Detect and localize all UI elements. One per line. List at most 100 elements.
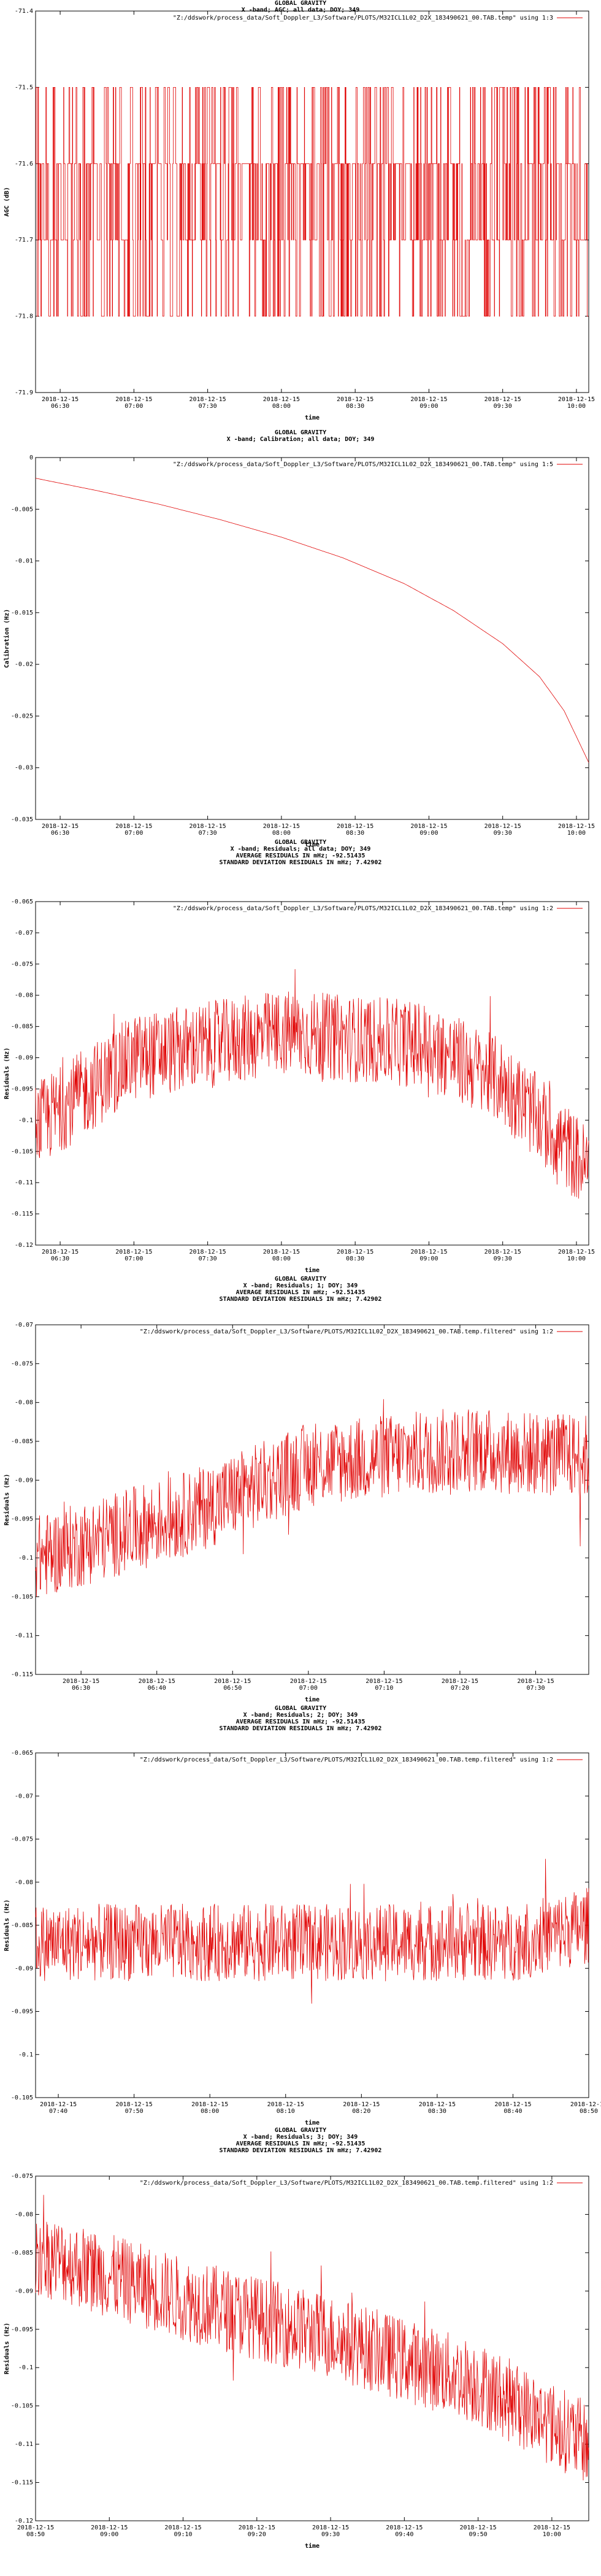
x-tick-label: 10:00 (567, 830, 586, 837)
chart-svg: -0.12 -0.115 -0.11 -0.105 -0.1 -0.095 -0.09 -0.… (3, 2173, 589, 2550)
y-tick-label: -0.1 (18, 1555, 33, 1562)
chart-subtitle: X -band; Residuals; 3; DOY; 349 (243, 2134, 358, 2141)
x-axis-label: time (305, 841, 320, 848)
x-tick-date-label: 2018-12-15 (17, 2524, 54, 2531)
y-tick-label: -0.1 (18, 1117, 33, 1124)
x-tick-date-label: 2018-12-15 (410, 1249, 447, 1255)
x-tick-label: 06:30 (72, 1685, 90, 1692)
x-axis-label: time (305, 2119, 320, 2126)
x-tick-label: 06:30 (51, 1255, 69, 1262)
x-tick-date-label: 2018-12-15 (115, 1249, 152, 1255)
y-axis-label: Residuals (Hz) (3, 1048, 10, 1099)
x-tick-date-label: 2018-12-15 (191, 2101, 228, 2108)
y-tick-label: -0.095 (11, 2326, 33, 2333)
x-tick-date-label: 2018-12-15 (40, 2101, 77, 2108)
x-tick-label: 09:30 (321, 2531, 340, 2538)
x-tick-label: 09:30 (494, 403, 512, 410)
x-tick-date-label: 2018-12-15 (558, 1249, 595, 1255)
y-tick-label: -71.9 (15, 389, 33, 396)
x-tick-label: 09:00 (419, 403, 438, 410)
chart-title: GLOBAL GRAVITY (274, 0, 327, 7)
y-tick-label: -0.075 (11, 961, 33, 968)
series-line (35, 1399, 589, 1597)
y-tick-label: -0.08 (15, 1879, 33, 1886)
y-tick-label: -0.07 (15, 1793, 33, 1800)
x-tick-date-label: 2018-12-15 (459, 2524, 496, 2531)
x-tick-date-label: 2018-12-15 (189, 823, 226, 830)
chart-title-block: GLOBAL GRAVITY X -band; Residuals; 1; DO… (0, 1276, 601, 1303)
y-tick-label: -0.075 (11, 1836, 33, 1843)
series-line (35, 478, 589, 763)
y-tick-label: -0.11 (15, 2441, 33, 2448)
y-tick-label: -0.1 (18, 2052, 33, 2058)
x-tick-date-label: 2018-12-15 (239, 2524, 275, 2531)
y-tick-label: -0.085 (11, 2250, 33, 2256)
x-tick-date-label: 2018-12-15 (312, 2524, 349, 2531)
chart-title: GLOBAL GRAVITY (274, 1705, 327, 1712)
chart-title: GLOBAL GRAVITY (274, 2127, 327, 2134)
y-tick-label: -0.08 (15, 1400, 33, 1406)
residuals-2-chart-panel: GLOBAL GRAVITY X -band; Residuals; 2; DO… (0, 1705, 601, 2141)
chart-title-block: GLOBAL GRAVITY X -band; Residuals; all d… (0, 839, 601, 866)
x-tick-label: 08:00 (272, 830, 291, 837)
x-tick-date-label: 2018-12-15 (189, 396, 226, 403)
plot-frame (35, 10, 589, 393)
series-line (35, 2195, 589, 2481)
chart-title: GLOBAL GRAVITY (274, 429, 327, 436)
agc-chart-panel: GLOBAL GRAVITY X -band; AGC; all data; D… (0, 0, 601, 435)
x-tick-label: 09:00 (419, 1255, 438, 1262)
legend-text: "Z:/ddswork/process_data/Soft_Doppler_L3… (173, 15, 553, 21)
x-tick-date-label: 2018-12-15 (214, 1678, 251, 1685)
x-tick-date-label: 2018-12-15 (139, 1678, 175, 1685)
legend-text: "Z:/ddswork/process_data/Soft_Doppler_L3… (173, 905, 553, 912)
x-tick-label: 09:30 (494, 830, 512, 837)
y-tick-label: -0.11 (15, 1179, 33, 1186)
x-tick-label: 08:40 (503, 2108, 522, 2115)
x-tick-label: 08:50 (580, 2108, 598, 2115)
chart-std-residuals: STANDARD DEVIATION RESIDUALS IN mHz; 7.4… (219, 2147, 382, 2154)
y-tick-label: -0.12 (15, 1242, 33, 1249)
chart-title-block: GLOBAL GRAVITY X -band; Calibration; all… (0, 429, 601, 443)
legend-text: "Z:/ddswork/process_data/Soft_Doppler_L3… (173, 461, 553, 468)
chart-std-residuals: STANDARD DEVIATION RESIDUALS IN mHz; 7.4… (219, 1296, 382, 1303)
x-tick-date-label: 2018-12-15 (91, 2524, 128, 2531)
x-tick-label: 08:00 (272, 1255, 291, 1262)
chart-svg: -0.035 -0.03 -0.025 -0.02 -0.015 -0.01 -0.005 0… (3, 454, 595, 848)
y-tick-label: -0.095 (11, 2009, 33, 2015)
x-tick-date-label: 2018-12-15 (42, 823, 78, 830)
y-tick-label: -0.005 (11, 506, 33, 513)
series-line (35, 969, 589, 1199)
y-tick-label: -0.065 (11, 1750, 33, 1757)
y-tick-label: -0.03 (15, 765, 33, 772)
x-tick-date-label: 2018-12-15 (164, 2524, 201, 2531)
x-tick-date-label: 2018-12-15 (484, 823, 521, 830)
chart-subtitle: X -band; AGC; all data; DOY; 349 (241, 7, 360, 13)
x-tick-date-label: 2018-12-15 (267, 2101, 304, 2108)
chart-subtitle: X -band; Calibration; all data; DOY; 349 (226, 436, 375, 443)
x-tick-label: 06:30 (51, 830, 69, 837)
x-tick-label: 09:00 (100, 2531, 118, 2538)
residuals-all-chart-panel: GLOBAL GRAVITY X -band; Residuals; all d… (0, 839, 601, 1288)
x-tick-label: 10:00 (567, 1255, 586, 1262)
y-tick-label: -0.075 (11, 1360, 33, 1367)
x-axis-label: time (305, 2542, 320, 2550)
x-tick-label: 08:30 (346, 830, 364, 837)
x-tick-date-label: 2018-12-15 (484, 1249, 521, 1255)
x-tick-date-label: 2018-12-15 (290, 1678, 327, 1685)
x-tick-date-label: 2018-12-15 (558, 823, 595, 830)
chart-svg: -0.12 -0.115 -0.11 -0.105 -0.1 -0.095 -0.09 -0.… (3, 899, 595, 1274)
y-tick-label: -0.08 (15, 2211, 33, 2218)
y-tick-label: -0.095 (11, 1086, 33, 1092)
y-tick-label: -0.105 (11, 1148, 33, 1155)
y-tick-label: -0.08 (15, 992, 33, 999)
x-tick-date-label: 2018-12-15 (410, 823, 447, 830)
series-line (35, 1858, 589, 2004)
x-tick-label: 08:00 (272, 403, 291, 410)
x-tick-label: 09:30 (494, 1255, 512, 1262)
x-tick-label: 10:00 (567, 403, 586, 410)
x-tick-label: 08:20 (352, 2108, 370, 2115)
y-tick-label: -0.015 (11, 610, 33, 616)
residuals-3-chart-panel: GLOBAL GRAVITY X -band; Residuals; 3; DO… (0, 2127, 601, 2564)
x-tick-date-label: 2018-12-15 (189, 1249, 226, 1255)
x-tick-label: 07:30 (199, 1255, 217, 1262)
